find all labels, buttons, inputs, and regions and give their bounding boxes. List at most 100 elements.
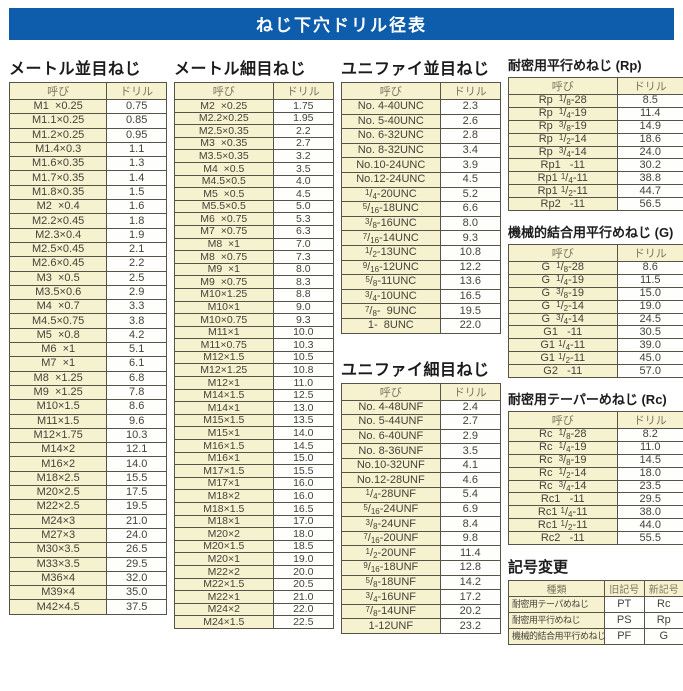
thread-size-cell: M2.6×0.45: [10, 257, 107, 271]
thread-size-cell: M8 ×1: [175, 238, 274, 251]
drill-size-cell: 3.4: [440, 143, 500, 158]
drill-size-cell: 23.5: [617, 480, 683, 493]
thread-size-cell: M27×3: [10, 528, 107, 542]
drill-size-cell: 17.0: [273, 515, 333, 528]
fraction: 3/4: [556, 313, 568, 325]
drill-size-cell: 2.9: [440, 429, 500, 444]
drill-size-cell: 10.5: [273, 351, 333, 364]
thread-size-cell: Rc 1/2-14: [509, 467, 618, 480]
thread-size-cell: Rc1 -11: [509, 493, 618, 506]
drill-size-cell: 3.8: [107, 314, 167, 328]
thread-size-cell: M18×1.5: [175, 503, 274, 516]
drill-size-cell: 10.3: [107, 428, 167, 442]
col-header-drill: ドリル: [107, 83, 167, 100]
drill-size-cell: 44.0: [617, 519, 683, 532]
thread-size-cell: M18×2.5: [10, 471, 107, 485]
thread-size-cell: M2.5×0.45: [10, 242, 107, 256]
thread-size-cell: Rc1 1/4-11: [509, 506, 618, 519]
thread-size-cell: No.10-24UNC: [342, 158, 441, 173]
drill-size-cell: 18.0: [273, 528, 333, 541]
thread-size-cell: No. 6-40UNF: [342, 429, 441, 444]
drill-size-cell: 1.5: [107, 185, 167, 199]
drill-size-cell: 12.5: [273, 389, 333, 402]
thread-size-cell: M12×1.25: [175, 364, 274, 377]
drill-size-cell: 10.8: [440, 245, 500, 260]
table-header-row: 種類 旧記号 新記号: [509, 581, 683, 597]
drill-size-cell: 44.7: [617, 185, 683, 198]
col-header-drill: ドリル: [440, 83, 500, 100]
thread-size-cell: M2.2×0.25: [175, 112, 274, 125]
thread-size-cell: M24×3: [10, 514, 107, 528]
drill-size-cell: 21.0: [273, 591, 333, 604]
fraction: 9/16: [363, 561, 379, 573]
fraction: 3/4: [559, 480, 571, 492]
thread-size-cell: M7 ×1: [10, 357, 107, 371]
thread-size-cell: No. 6-32UNC: [342, 129, 441, 144]
thread-size-cell: Rc 3/4-14: [509, 480, 618, 493]
col-header-new-symbol: 新記号: [644, 581, 683, 597]
thread-kind-cell: 耐密用テーパめねじ: [509, 597, 605, 613]
fraction: 3/8: [556, 287, 568, 299]
col-header-drill: ドリル: [617, 412, 683, 429]
table-header-row: 呼びドリル: [342, 83, 501, 100]
drill-size-cell: 15.0: [617, 287, 683, 300]
drill-size-cell: 9.3: [440, 231, 500, 246]
drill-size-cell: 35.0: [107, 586, 167, 600]
drill-size-cell: 7.3: [273, 251, 333, 264]
drill-size-cell: 5.1: [107, 343, 167, 357]
col-header-drill: ドリル: [273, 83, 333, 100]
drill-size-cell: 32.0: [107, 571, 167, 585]
section-title: 機械的結合用平行めねじ (G): [508, 222, 683, 241]
drill-size-cell: 2.1: [107, 242, 167, 256]
drill-size-cell: 14.2: [440, 575, 500, 590]
drill-size-cell: 38.8: [617, 172, 683, 185]
section-title: メートル細目ねじ: [174, 55, 334, 79]
thread-size-cell: No. 5-44UNF: [342, 415, 441, 430]
thread-size-cell: M1.7×0.35: [10, 171, 107, 185]
drill-size-cell: 12.8: [440, 561, 500, 576]
drill-size-cell: 16.5: [440, 289, 500, 304]
thread-size-cell: M11×1: [175, 326, 274, 339]
drill-size-cell: 10.8: [273, 364, 333, 377]
thread-size-cell: 1/2-20UNF: [342, 546, 441, 561]
drill-size-cell: 11.4: [440, 546, 500, 561]
thread-size-cell: M33×3.5: [10, 557, 107, 571]
drill-size-cell: 2.2: [273, 125, 333, 138]
drill-size-cell: 7.0: [273, 238, 333, 251]
